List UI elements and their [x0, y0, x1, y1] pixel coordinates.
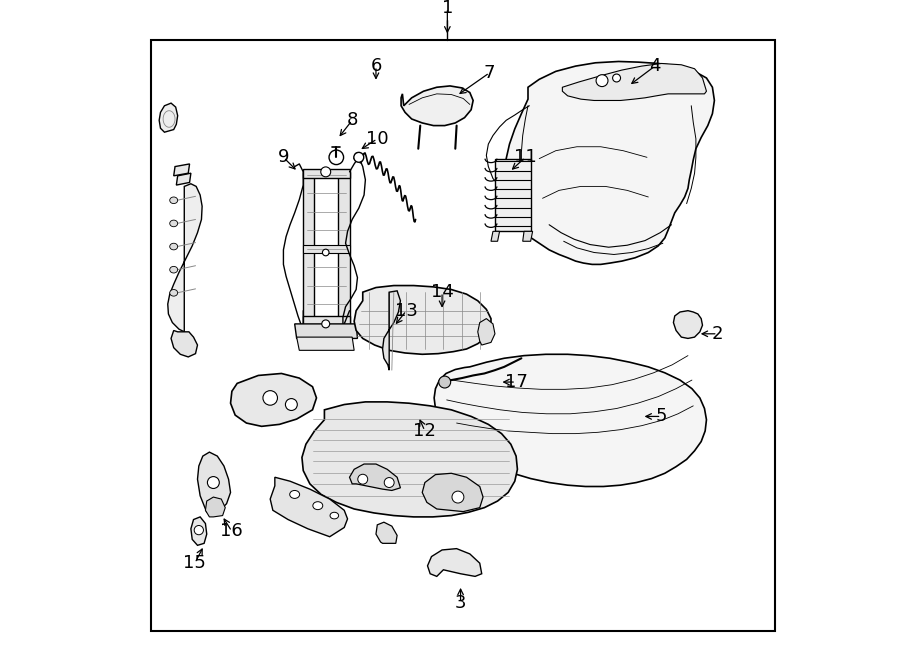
Ellipse shape [170, 220, 177, 227]
Ellipse shape [320, 167, 330, 177]
Text: 5: 5 [656, 407, 667, 426]
Text: 8: 8 [346, 111, 358, 130]
Text: 11: 11 [514, 148, 536, 167]
Polygon shape [382, 291, 400, 370]
Ellipse shape [207, 477, 220, 488]
Polygon shape [270, 477, 347, 537]
Ellipse shape [354, 153, 364, 162]
Ellipse shape [170, 266, 177, 273]
Polygon shape [159, 103, 177, 132]
Ellipse shape [313, 502, 323, 510]
Polygon shape [422, 473, 483, 512]
Text: 9: 9 [278, 148, 289, 167]
Polygon shape [495, 159, 531, 231]
Ellipse shape [358, 475, 368, 484]
Text: 10: 10 [366, 130, 389, 148]
Ellipse shape [452, 491, 464, 503]
Polygon shape [491, 231, 500, 241]
Ellipse shape [330, 512, 338, 519]
Text: 4: 4 [649, 57, 661, 75]
Polygon shape [191, 517, 207, 545]
Polygon shape [401, 86, 473, 126]
Polygon shape [230, 373, 317, 426]
Polygon shape [349, 464, 400, 490]
Polygon shape [294, 324, 357, 338]
Bar [150, 40, 775, 631]
Polygon shape [176, 173, 191, 185]
Text: 16: 16 [220, 522, 243, 541]
Polygon shape [197, 452, 230, 512]
Polygon shape [302, 402, 518, 517]
Polygon shape [562, 63, 706, 100]
Polygon shape [303, 172, 314, 324]
Text: 2: 2 [712, 325, 724, 343]
Ellipse shape [322, 320, 329, 328]
Polygon shape [171, 330, 197, 357]
Polygon shape [303, 316, 349, 325]
Polygon shape [303, 169, 349, 178]
Polygon shape [376, 522, 397, 543]
Ellipse shape [596, 75, 608, 87]
Polygon shape [174, 164, 190, 176]
Text: 6: 6 [370, 57, 382, 75]
Polygon shape [303, 245, 349, 253]
Polygon shape [673, 311, 703, 338]
Text: 15: 15 [184, 554, 206, 572]
Polygon shape [434, 354, 706, 486]
Polygon shape [338, 172, 349, 324]
Text: 7: 7 [484, 63, 495, 82]
Ellipse shape [322, 249, 329, 256]
Polygon shape [355, 286, 491, 354]
Ellipse shape [285, 399, 297, 410]
Text: 14: 14 [430, 283, 454, 301]
Ellipse shape [194, 525, 203, 535]
Polygon shape [523, 231, 533, 241]
Text: 17: 17 [505, 373, 527, 391]
Ellipse shape [170, 290, 177, 296]
Polygon shape [167, 184, 202, 332]
Text: 3: 3 [454, 594, 466, 612]
Ellipse shape [439, 376, 451, 388]
Text: 13: 13 [395, 301, 418, 320]
Polygon shape [297, 337, 355, 350]
Polygon shape [504, 61, 715, 264]
Ellipse shape [263, 391, 277, 405]
Polygon shape [478, 319, 495, 345]
Text: 12: 12 [413, 422, 436, 440]
Polygon shape [428, 549, 482, 576]
Ellipse shape [170, 197, 177, 204]
Polygon shape [205, 497, 225, 517]
Text: 1: 1 [442, 0, 453, 17]
Ellipse shape [613, 74, 620, 82]
Ellipse shape [329, 150, 344, 165]
Ellipse shape [170, 243, 177, 250]
Ellipse shape [384, 477, 394, 488]
Ellipse shape [290, 490, 300, 498]
